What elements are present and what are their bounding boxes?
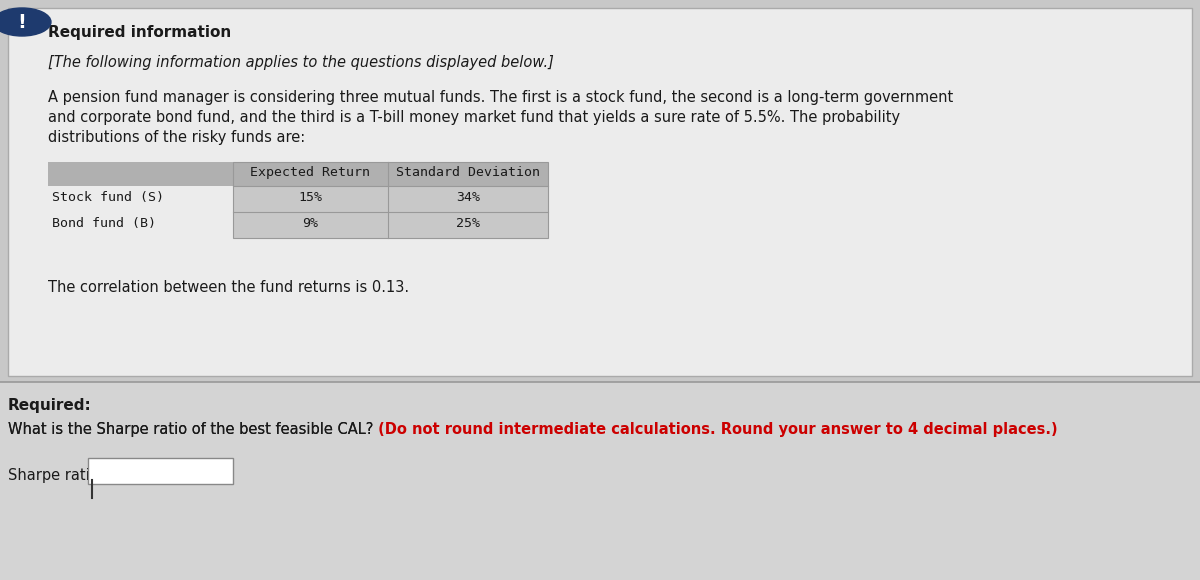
Text: distributions of the risky funds are:: distributions of the risky funds are: <box>48 130 305 145</box>
Text: Standard Deviation: Standard Deviation <box>396 166 540 179</box>
Text: Bond fund (B): Bond fund (B) <box>52 217 156 230</box>
Text: Required information: Required information <box>48 25 232 40</box>
Text: The correlation between the fund returns is 0.13.: The correlation between the fund returns… <box>48 280 409 295</box>
Text: 34%: 34% <box>456 191 480 204</box>
Text: and corporate bond fund, and the third is a T-bill money market fund that yields: and corporate bond fund, and the third i… <box>48 110 900 125</box>
Text: Stock fund (S): Stock fund (S) <box>52 191 164 204</box>
Text: Sharpe ratio: Sharpe ratio <box>8 468 98 483</box>
Text: What is the Sharpe ratio of the best feasible CAL?: What is the Sharpe ratio of the best fea… <box>8 422 373 437</box>
Text: 25%: 25% <box>456 217 480 230</box>
Text: [The following information applies to the questions displayed below.]: [The following information applies to th… <box>48 55 554 70</box>
Text: !: ! <box>18 13 26 31</box>
Text: Expected Return: Expected Return <box>250 166 370 179</box>
Text: 15%: 15% <box>298 191 322 204</box>
Text: Required:: Required: <box>8 398 91 413</box>
Text: 9%: 9% <box>302 217 318 230</box>
Text: (Do not round intermediate calculations. Round your answer to 4 decimal places.): (Do not round intermediate calculations.… <box>373 422 1058 437</box>
Bar <box>88 458 233 484</box>
Text: A pension fund manager is considering three mutual funds. The first is a stock f: A pension fund manager is considering th… <box>48 90 953 105</box>
Text: What is the Sharpe ratio of the best feasible CAL?: What is the Sharpe ratio of the best fea… <box>8 422 373 437</box>
